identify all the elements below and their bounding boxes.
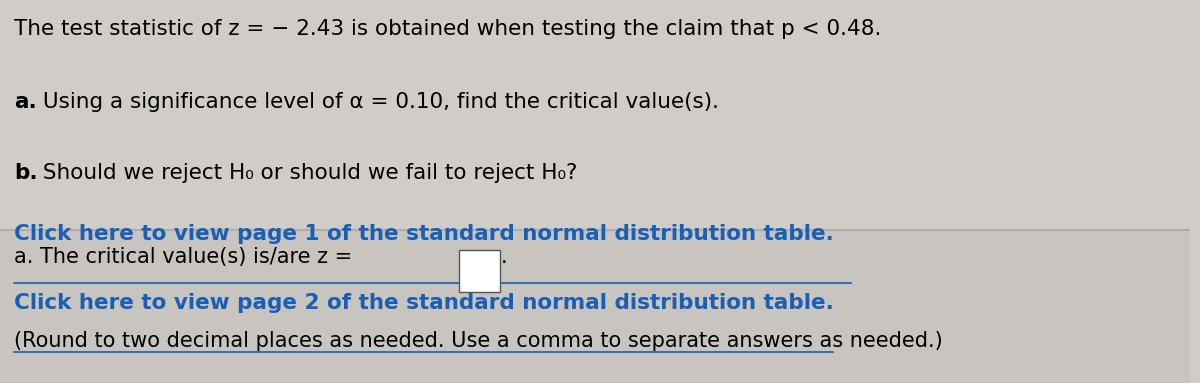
Text: The test statistic of z = − 2.43 is obtained when testing the claim that p < 0.4: The test statistic of z = − 2.43 is obta…	[14, 19, 882, 39]
FancyBboxPatch shape	[460, 250, 500, 292]
Text: a. The critical value(s) is/are z =: a. The critical value(s) is/are z =	[14, 247, 353, 267]
FancyBboxPatch shape	[0, 230, 1190, 383]
Text: a.: a.	[14, 92, 37, 112]
Text: Using a significance level of α = 0.10, find the critical value(s).: Using a significance level of α = 0.10, …	[36, 92, 719, 112]
Text: .: .	[502, 247, 508, 267]
Text: Click here to view page 2 of the standard normal distribution table.: Click here to view page 2 of the standar…	[14, 293, 834, 313]
Text: (Round to two decimal places as needed. Use a comma to separate answers as neede: (Round to two decimal places as needed. …	[14, 331, 943, 351]
Text: Should we reject H₀ or should we fail to reject H₀?: Should we reject H₀ or should we fail to…	[36, 163, 577, 183]
Text: b.: b.	[14, 163, 38, 183]
Text: Click here to view page 1 of the standard normal distribution table.: Click here to view page 1 of the standar…	[14, 224, 834, 244]
